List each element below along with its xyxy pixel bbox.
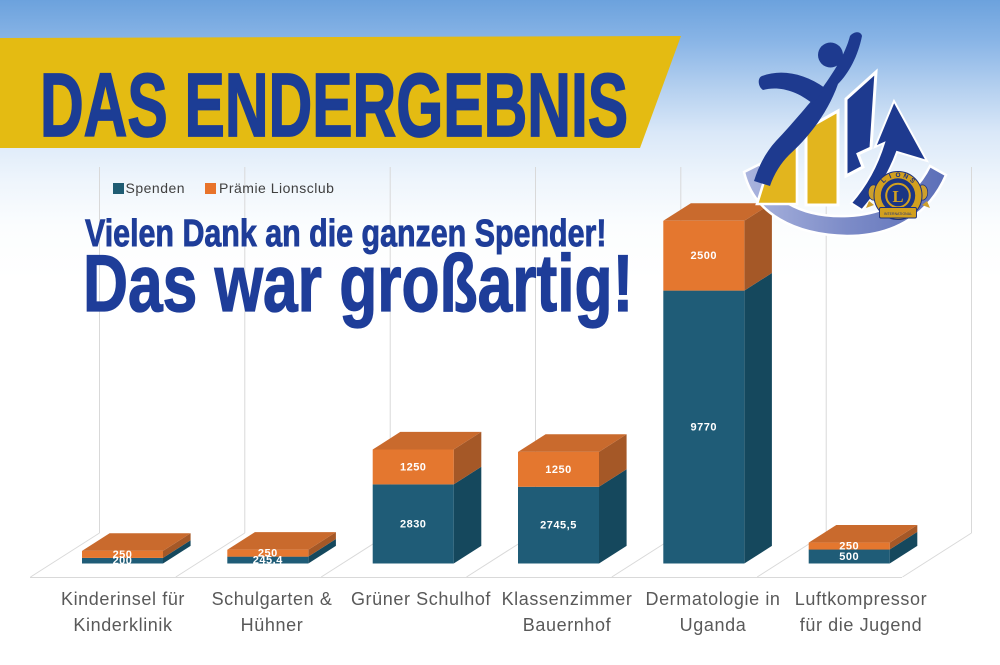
svg-text:9770: 9770 <box>691 422 717 434</box>
svg-text:500: 500 <box>839 551 859 563</box>
svg-text:O: O <box>895 172 900 179</box>
svg-text:2830: 2830 <box>400 519 426 531</box>
svg-text:2745,5: 2745,5 <box>540 520 577 532</box>
svg-text:250: 250 <box>839 541 859 553</box>
svg-text:1250: 1250 <box>400 462 426 474</box>
svg-text:INTERNATIONAL: INTERNATIONAL <box>884 212 912 216</box>
svg-text:2500: 2500 <box>691 250 717 262</box>
svg-text:250: 250 <box>258 548 278 560</box>
svg-text:245,4: 245,4 <box>253 555 283 567</box>
svg-text:200: 200 <box>113 555 133 567</box>
svg-text:I: I <box>888 173 892 180</box>
svg-text:L: L <box>892 187 903 206</box>
svg-text:250: 250 <box>113 549 133 561</box>
svg-text:N: N <box>902 173 909 181</box>
svg-text:S: S <box>908 177 916 186</box>
svg-text:L: L <box>880 177 888 185</box>
svg-text:1250: 1250 <box>545 464 571 476</box>
